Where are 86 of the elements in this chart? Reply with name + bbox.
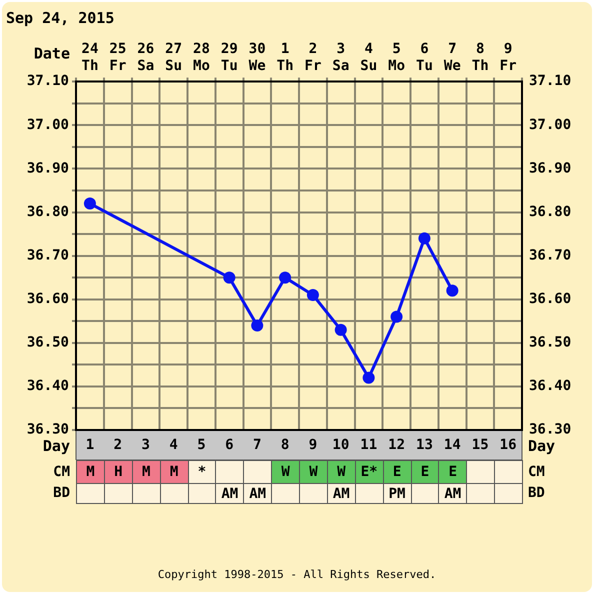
x-axis-title: Date (34, 44, 70, 62)
y2-tick-label: 36.40 (529, 378, 572, 394)
x-tick-label: 30 We (248, 41, 266, 74)
text: M (170, 464, 178, 480)
x-tick-label: 27 Su (165, 41, 182, 74)
x2-tick-label: 12 (388, 437, 405, 454)
y-tick-label: 36.40 (26, 378, 69, 394)
text: W (309, 464, 318, 480)
y-tick-label: 36.80 (26, 204, 69, 220)
x2-tick-label: 1 (86, 437, 94, 454)
text: M (86, 464, 95, 480)
x-tick-label: 4 Su (360, 41, 378, 74)
x-tick-label: 28 Mo (193, 41, 210, 74)
x-tick-label: 5 Mo (388, 41, 405, 74)
x2-tick-label: 14 (444, 437, 461, 454)
point (306, 288, 319, 301)
x-tick-label: 7 We (444, 41, 461, 74)
x-tick-label: 2 Fr (304, 41, 322, 74)
x2-tick-label: 10 (332, 437, 350, 454)
y2-tick-label: 36.70 (529, 247, 572, 264)
x2-tick-label: 8 (280, 437, 290, 454)
text: W (337, 464, 346, 480)
text: AM (249, 486, 266, 502)
point (446, 284, 458, 297)
category-label: BD (53, 485, 70, 501)
x2-tick-label: 6 (225, 437, 234, 454)
x2-tick-label: 16 (500, 437, 516, 454)
text: W (281, 464, 290, 480)
text: E (448, 464, 458, 480)
text: E* (360, 464, 378, 480)
x-tick-label: 25 Fr (109, 41, 126, 74)
y2-tick-label: 36.60 (529, 290, 572, 307)
y-tick-label: 36.90 (26, 160, 69, 176)
x2-tick-label: 15 (472, 437, 489, 454)
x2-tick-label: 11 (360, 437, 378, 454)
x-tick-label: 29 Tu (220, 41, 238, 74)
y2-tick-label: 37.00 (529, 116, 572, 133)
x-tick-label: 1 Th (276, 41, 294, 74)
x2-tick-label: 13 (416, 437, 433, 454)
x2-tick-label: 7 (252, 437, 262, 454)
category-label: CM (53, 464, 70, 480)
text: AM (221, 486, 238, 502)
y-tick-label: 37.10 (26, 73, 69, 90)
y2-tick-label: 36.90 (529, 160, 572, 176)
point (334, 324, 347, 336)
y2-tick-label: 36.50 (529, 334, 572, 351)
text: M (142, 464, 150, 480)
point (390, 310, 403, 323)
x2-tick-label: 9 (308, 437, 318, 454)
text: AM (444, 486, 462, 502)
point (418, 232, 430, 244)
x-tick-label: 24 Th (82, 41, 98, 74)
category-label: BD (528, 485, 545, 501)
x2-tick-label: 5 (197, 437, 206, 454)
y2-tick-label: 36.30 (529, 422, 572, 438)
x-tick-label: 9 Fr (500, 41, 516, 74)
y-tick-label: 36.70 (26, 247, 69, 264)
text: E (392, 464, 402, 480)
text: H (114, 464, 123, 480)
chart-title: Sep 24, 2015 (6, 8, 114, 27)
x2-tick-label: 3 (141, 437, 150, 454)
y-tick-label: 36.50 (26, 334, 69, 351)
text: E (420, 464, 430, 480)
point (362, 372, 375, 384)
text: Day (42, 436, 70, 455)
y-tick-label: 36.60 (26, 290, 69, 307)
text: * (198, 464, 206, 480)
x2-axis-title: Day (528, 436, 556, 455)
x-tick-label: 6 Tu (416, 41, 433, 74)
point (279, 272, 292, 284)
x-tick-label: 8 Th (472, 41, 489, 74)
x2-tick-label: 2 (114, 437, 122, 454)
text: AM (332, 486, 350, 502)
x-tick-label: 3 Sa (332, 41, 350, 74)
y2-tick-label: 37.10 (529, 73, 572, 90)
y-tick-label: 37.00 (26, 116, 69, 133)
point (84, 198, 96, 210)
point (251, 319, 264, 332)
x2-tick-label: 4 (169, 437, 178, 454)
y-tick-label: 36.30 (26, 422, 69, 438)
text: Copyright 1998-2015 - All Rights Reserved. (156, 568, 438, 581)
category-label: CM (528, 464, 545, 480)
y2-tick-label: 36.80 (529, 204, 572, 220)
x-tick-label: 26 Sa (137, 41, 154, 74)
text: PM (388, 486, 406, 502)
point (223, 272, 236, 284)
